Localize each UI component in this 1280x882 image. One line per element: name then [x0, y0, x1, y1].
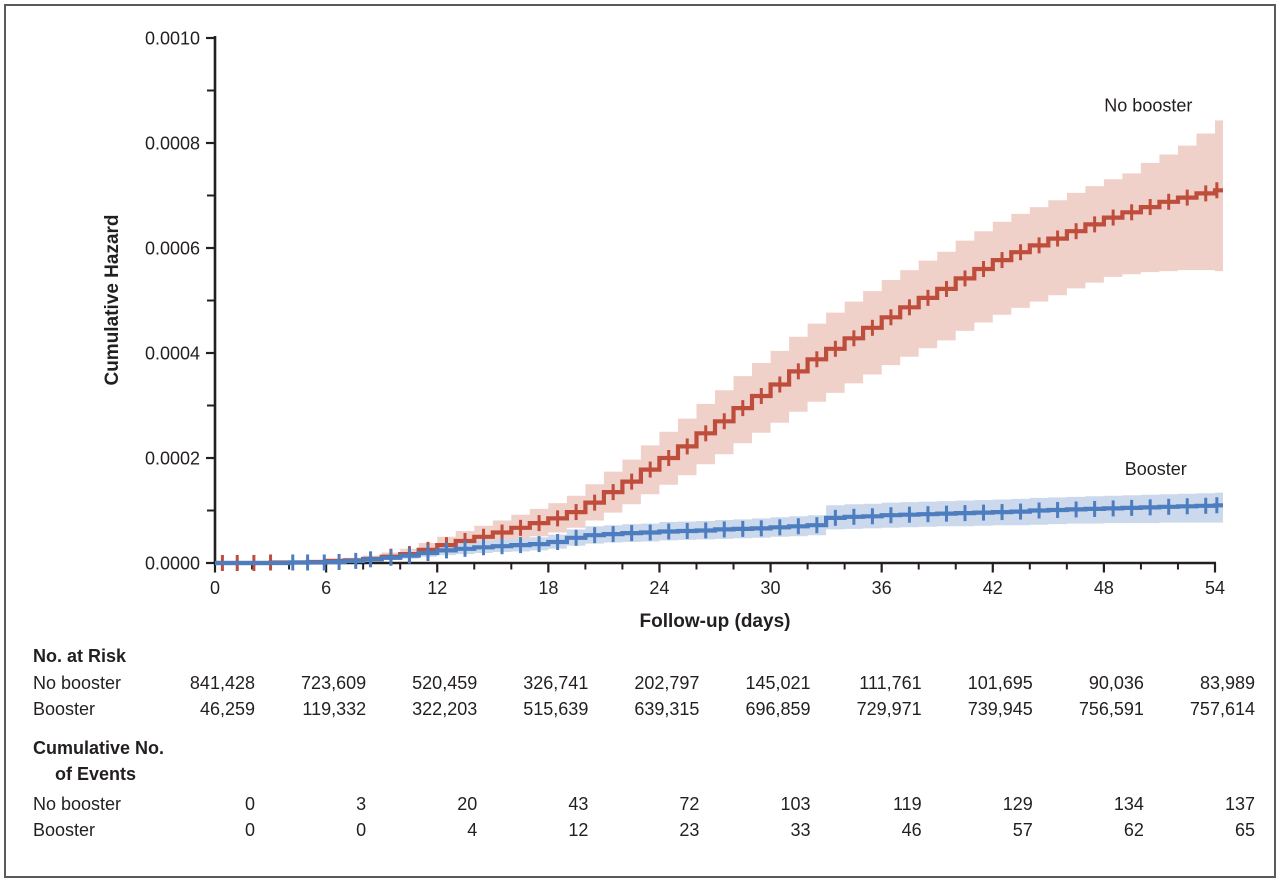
axes-layer: 0.0000 0.0002 0.0004 0.0006 0.0008 0.0010 0 6 12… — [145, 29, 1225, 599]
no-booster-curve-label: No booster — [1104, 96, 1192, 116]
events-booster-value: 0 — [356, 820, 367, 840]
risk-no-booster-value: 841,428 — [189, 673, 255, 693]
risk-booster-value: 756,591 — [1078, 699, 1144, 719]
events-no-booster-value: 103 — [780, 794, 811, 814]
risk-booster-value: 515,639 — [523, 699, 589, 719]
x-tick-label: 0 — [210, 578, 220, 598]
booster-curve-label: Booster — [1125, 459, 1187, 479]
booster-curve-group — [215, 497, 1223, 571]
x-tick-label: 12 — [427, 578, 447, 598]
y-tick-label: 0.0004 — [145, 344, 200, 364]
events-booster-value: 65 — [1234, 820, 1255, 840]
risk-booster-value: 322,203 — [412, 699, 478, 719]
events-booster-value: 57 — [1012, 820, 1033, 840]
y-tick-label: 0.0010 — [145, 29, 200, 49]
risk-no-booster-label: No booster — [33, 673, 122, 693]
x-tick-label: 42 — [983, 578, 1003, 598]
x-tick-label: 24 — [649, 578, 669, 598]
risk-no-booster-value: 101,695 — [967, 673, 1033, 693]
y-tick-label: 0.0000 — [145, 554, 200, 574]
events-no-booster-value: 119 — [892, 794, 922, 814]
y-axis-title: Cumulative Hazard — [102, 214, 123, 385]
curve-labels-layer: No booster Booster — [1104, 96, 1192, 479]
risk-no-booster-value: 83,989 — [1199, 673, 1255, 693]
risk-table-header: No. at Risk — [33, 646, 127, 666]
risk-booster-value: 757,614 — [1189, 699, 1255, 719]
x-tick-label: 30 — [761, 578, 781, 598]
risk-booster-value: 696,859 — [745, 699, 811, 719]
events-no-booster-value: 3 — [356, 794, 367, 814]
events-no-booster-value: 129 — [1002, 794, 1033, 814]
risk-booster-label: Booster — [33, 699, 96, 719]
y-tick-label: 0.0008 — [145, 134, 200, 154]
risk-booster-value: 639,315 — [634, 699, 700, 719]
risk-no-booster-value: 145,021 — [745, 673, 811, 693]
risk-no-booster-value: 723,609 — [301, 673, 367, 693]
events-no-booster-value: 134 — [1113, 794, 1144, 814]
events-booster-value: 33 — [790, 820, 811, 840]
risk-no-booster-value: 326,741 — [523, 673, 589, 693]
y-tick-label: 0.0006 — [145, 239, 200, 259]
y-tick-label: 0.0002 — [145, 449, 200, 469]
events-table-header-line2: of Events — [55, 764, 137, 784]
risk-booster-value: 739,945 — [967, 699, 1033, 719]
risk-booster-value: 119,332 — [302, 699, 367, 719]
risk-booster-value: 729,971 — [856, 699, 922, 719]
events-no-booster-value: 43 — [568, 794, 589, 814]
events-booster-value: 62 — [1123, 820, 1144, 840]
x-tick-label: 36 — [872, 578, 892, 598]
x-tick-label: 48 — [1094, 578, 1114, 598]
risk-no-booster-value: 111,761 — [859, 673, 922, 693]
events-booster-value: 0 — [244, 820, 255, 840]
events-no-booster-label: No booster — [33, 794, 122, 814]
events-booster-value: 4 — [467, 820, 478, 840]
events-booster-value: 46 — [901, 820, 922, 840]
hazard-chart-svg: 0.0000 0.0002 0.0004 0.0006 0.0008 0.0010 0 6 12… — [102, 29, 1225, 633]
events-table-header-line1: Cumulative No. — [33, 738, 165, 758]
risk-no-booster-value: 202,797 — [634, 673, 700, 693]
events-no-booster-value: 72 — [679, 794, 700, 814]
risk-no-booster-value: 520,459 — [412, 673, 478, 693]
events-no-booster-value: 0 — [244, 794, 255, 814]
x-tick-label: 54 — [1205, 578, 1225, 598]
cumulative-hazard-chart: 0.0000 0.0002 0.0004 0.0006 0.0008 0.0010 0 6 12… — [102, 29, 1225, 633]
risk-no-booster-value: 90,036 — [1088, 673, 1144, 693]
x-tick-label: 18 — [538, 578, 558, 598]
events-booster-label: Booster — [33, 820, 96, 840]
curves-layer — [215, 182, 1223, 571]
events-booster-value: 23 — [679, 820, 700, 840]
events-no-booster-value: 137 — [1224, 794, 1255, 814]
x-tick-label: 6 — [321, 578, 331, 598]
events-booster-value: 12 — [568, 820, 589, 840]
x-axis-title: Follow-up (days) — [640, 611, 791, 632]
events-no-booster-value: 20 — [457, 794, 478, 814]
risk-booster-value: 46,259 — [199, 699, 255, 719]
